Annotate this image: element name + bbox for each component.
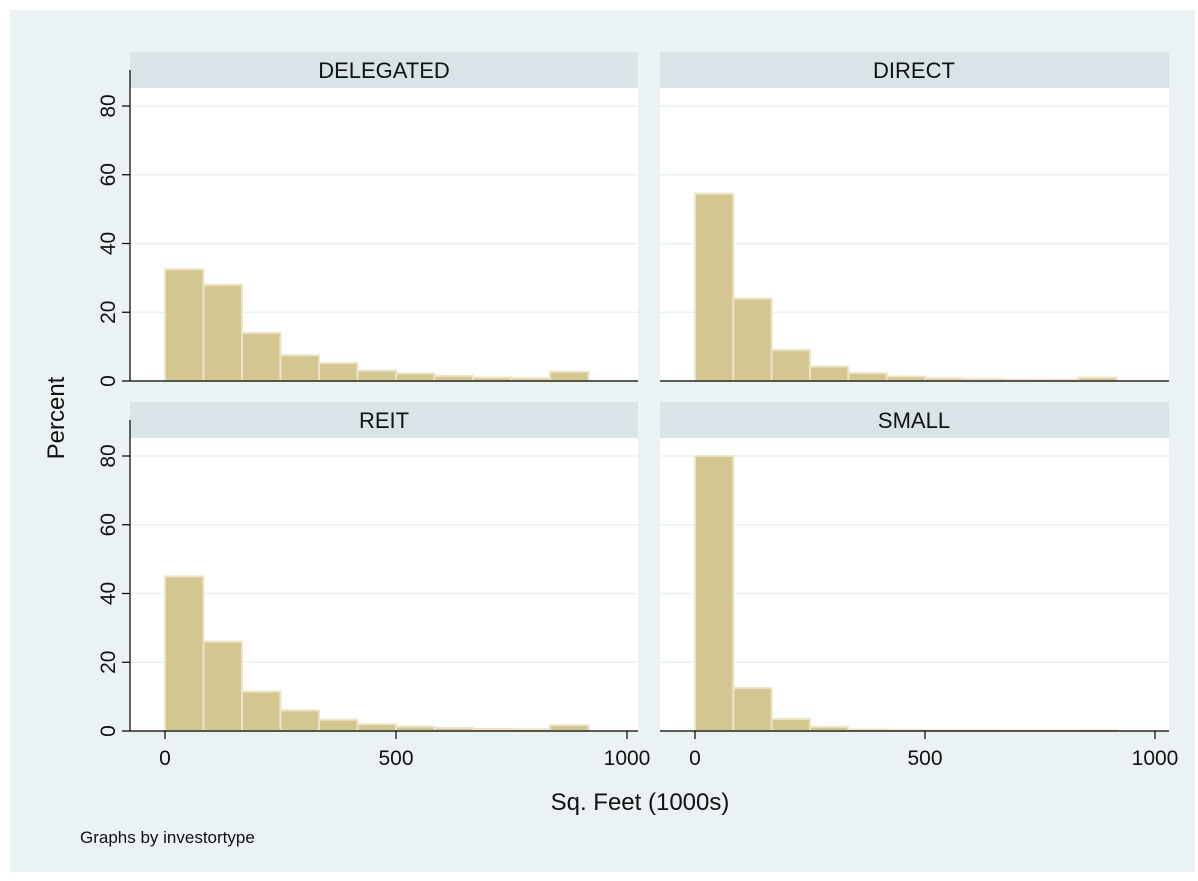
histogram-bar (732, 687, 773, 732)
histogram-bar (395, 725, 436, 732)
histogram-bar (279, 354, 320, 382)
histogram-bar (241, 690, 282, 732)
x-axis-title: Sq. Feet (1000s) (551, 789, 730, 816)
histogram-bar (548, 370, 590, 382)
y-tick-label: 20 (97, 651, 120, 674)
strip-background (130, 52, 638, 88)
histogram-bar (770, 717, 812, 732)
histogram-bar (548, 724, 590, 732)
y-tick-label: 40 (97, 232, 120, 255)
histogram-bar (356, 369, 398, 382)
histogram-bar (732, 297, 773, 382)
panel-direct: DIRECT (660, 52, 1169, 382)
x-tick-label: 500 (907, 747, 942, 770)
histogram-bar (770, 349, 812, 382)
histogram-bar (694, 455, 735, 732)
histogram-bar (202, 640, 244, 732)
panel-title: DIRECT (873, 58, 955, 83)
x-tick-label: 0 (689, 747, 701, 770)
strip-background (660, 402, 1169, 438)
panel-title: SMALL (878, 408, 950, 433)
histogram-bar (395, 372, 436, 382)
y-tick-label: 40 (97, 582, 120, 605)
x-tick-label: 0 (159, 747, 171, 770)
histogram-bar (809, 725, 850, 732)
y-tick-label: 20 (97, 301, 120, 324)
panel-reit: REIT 0 20 40 60 80 0 500 1000 (97, 402, 650, 770)
histogram-bar (317, 718, 359, 732)
histogram-bar (694, 192, 735, 382)
histogram-bar (164, 575, 205, 732)
x-tick-label: 1000 (1132, 747, 1179, 770)
histogram-bar (356, 723, 398, 732)
y-tick-label: 60 (97, 513, 120, 536)
histogram-bar (279, 709, 320, 732)
histogram-bar (885, 375, 927, 382)
panel-delegated: DELEGATED 0 20 40 60 80 (97, 52, 638, 387)
y-tick-label: 0 (97, 725, 120, 737)
panel-small: SMALL 0 500 1000 (660, 402, 1178, 770)
y-tick-label: 80 (97, 444, 120, 467)
y-tick-label: 0 (97, 375, 120, 387)
histogram-bar (317, 362, 359, 382)
panel-title: REIT (359, 408, 409, 433)
histogram-bar (809, 365, 850, 382)
y-tick-label: 60 (97, 163, 120, 186)
graph-note: Graphs by investortype (80, 828, 255, 847)
histogram-bar (847, 372, 888, 382)
strip-background (660, 52, 1169, 88)
histogram-bar (433, 374, 475, 382)
panel-title: DELEGATED (318, 58, 450, 83)
histogram-bar (164, 268, 205, 382)
plot-area (660, 438, 1169, 731)
y-axis-title: Percent (43, 376, 70, 459)
histogram-bar (202, 283, 244, 382)
x-tick-label: 1000 (604, 747, 651, 770)
strip-background (130, 402, 638, 438)
x-tick-label: 500 (378, 747, 413, 770)
y-tick-label: 80 (97, 94, 120, 117)
histogram-bar (241, 331, 282, 382)
